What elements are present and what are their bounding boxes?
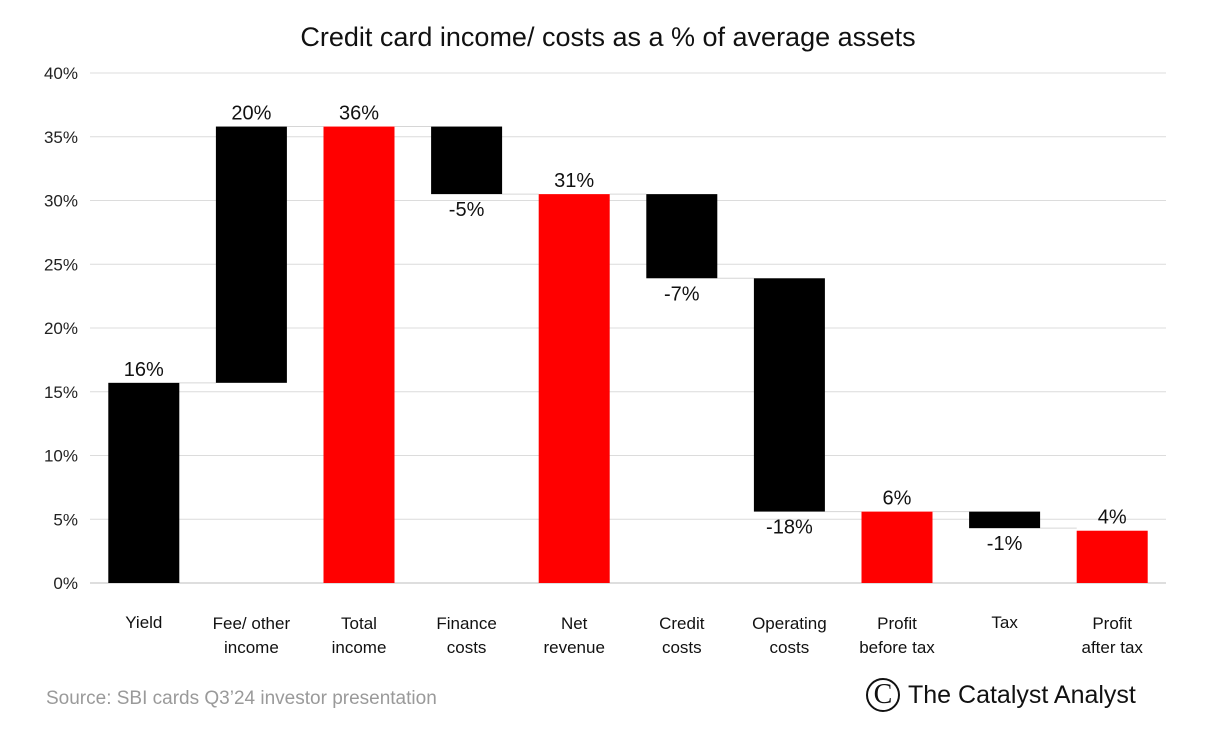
x-category-label: Tax bbox=[991, 613, 1018, 632]
connector-lines bbox=[179, 126, 1077, 529]
bar bbox=[753, 278, 825, 512]
x-category-label: Fee/ other bbox=[213, 614, 291, 633]
bar bbox=[646, 194, 718, 279]
data-label: -7% bbox=[664, 283, 700, 305]
x-axis-categories: Yield Fee/ other income Total income Finance c… bbox=[125, 613, 1143, 657]
bar bbox=[1076, 530, 1148, 583]
y-tick-label: 5% bbox=[53, 510, 78, 529]
bars bbox=[108, 126, 1148, 584]
x-category-label: Credit bbox=[659, 614, 705, 633]
x-category-label: Operating bbox=[752, 614, 827, 633]
data-label: 36% bbox=[339, 103, 379, 125]
x-category-label: revenue bbox=[543, 638, 604, 657]
x-category-label: Net bbox=[561, 614, 588, 633]
copyright-icon: C bbox=[866, 678, 900, 712]
waterfall-chart: 0% 5% 10% 15% 20% 25% 30% 35% 40% 16% 20% 36% -5% 31… bbox=[44, 64, 1166, 657]
y-tick-label: 15% bbox=[44, 383, 78, 402]
data-label: 6% bbox=[883, 488, 912, 510]
x-category-label: before tax bbox=[859, 638, 935, 657]
y-tick-label: 10% bbox=[44, 447, 78, 466]
data-labels: 16% 20% 36% -5% 31% -7% -18% 6% -1% 4% bbox=[124, 103, 1127, 556]
y-tick-label: 30% bbox=[44, 192, 78, 211]
brand: C The Catalyst Analyst bbox=[866, 678, 1136, 712]
x-category-label: Profit bbox=[877, 614, 917, 633]
x-category-label: Finance bbox=[436, 614, 496, 633]
y-axis-ticks: 0% 5% 10% 15% 20% 25% 30% 35% 40% bbox=[44, 64, 78, 593]
bar bbox=[969, 511, 1041, 529]
chart-title: Credit card income/ costs as a % of aver… bbox=[300, 22, 916, 52]
y-tick-label: 25% bbox=[44, 255, 78, 274]
bar bbox=[323, 126, 395, 584]
bar bbox=[215, 126, 287, 383]
bar bbox=[108, 382, 180, 583]
source-note: Source: SBI cards Q3’24 investor present… bbox=[46, 688, 437, 709]
y-tick-label: 40% bbox=[44, 64, 78, 83]
data-label: 20% bbox=[231, 103, 271, 125]
x-category-label: Profit bbox=[1092, 614, 1132, 633]
x-category-label: costs bbox=[447, 638, 487, 657]
data-label: -18% bbox=[766, 517, 813, 539]
x-category-label: costs bbox=[770, 638, 810, 657]
x-category-label: income bbox=[224, 638, 279, 657]
brand-name: The Catalyst Analyst bbox=[908, 680, 1136, 709]
y-tick-label: 35% bbox=[44, 128, 78, 147]
bar bbox=[538, 194, 610, 583]
data-label: 4% bbox=[1098, 507, 1127, 529]
bar bbox=[861, 511, 933, 583]
x-category-label: after tax bbox=[1081, 638, 1143, 657]
data-label: -1% bbox=[987, 533, 1023, 555]
x-category-label: Total bbox=[341, 614, 377, 633]
x-category-label: costs bbox=[662, 638, 702, 657]
y-tick-label: 0% bbox=[53, 574, 78, 593]
y-tick-label: 20% bbox=[44, 319, 78, 338]
x-category-label: Yield bbox=[125, 613, 162, 632]
data-label: -5% bbox=[449, 199, 485, 221]
data-label: 16% bbox=[124, 359, 164, 381]
data-label: 31% bbox=[554, 170, 594, 192]
bar bbox=[431, 126, 503, 195]
x-category-label: income bbox=[332, 638, 387, 657]
